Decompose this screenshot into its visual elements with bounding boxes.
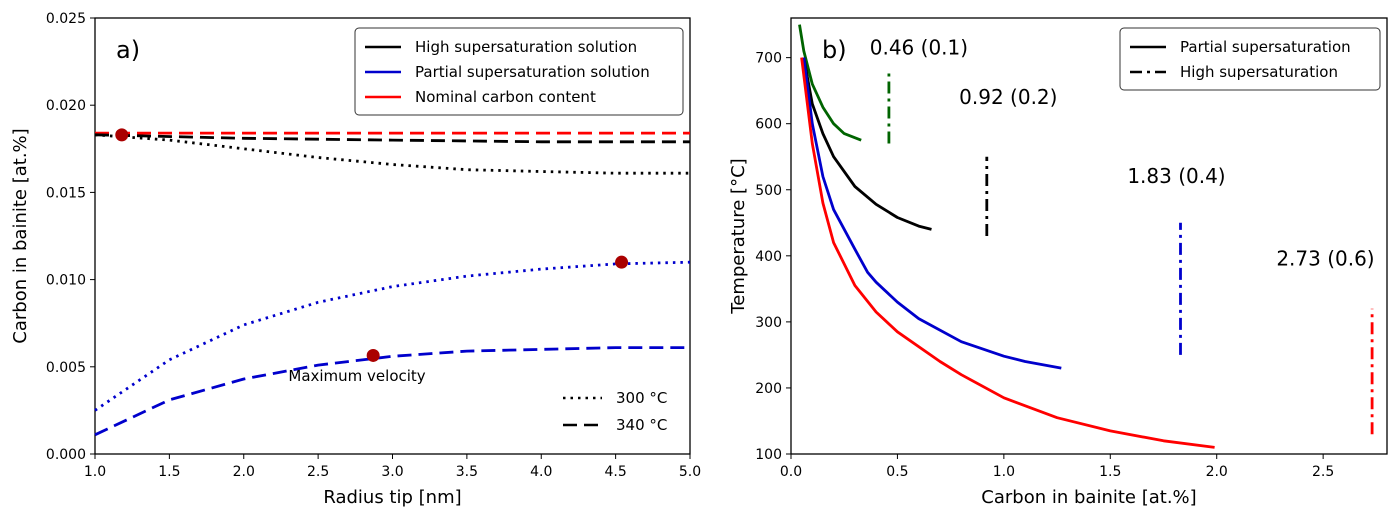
chart-a: 1.0 1.5 2.0 2.5 3.0 3.5 4.0 4.5 5.0 0.000 0.005 0.0… [10,11,701,508]
x-tick-label: 1.0 [993,464,1015,480]
x-tick-label: 2.0 [233,464,255,480]
series-line [800,57,1215,449]
y-tick-label: 0.025 [46,11,86,27]
plot-frame [790,17,1388,455]
y-tick-label: 100 [755,447,782,463]
x-tick-label: 1.5 [158,464,180,480]
y-axis-label: Carbon in bainite [at.%] [10,128,31,343]
y-tick-label: 300 [755,315,782,331]
y-tick-label: 600 [755,117,782,133]
y-tick-label: 0.020 [46,98,86,114]
y-tick-label: 700 [755,51,782,67]
series-line [94,133,690,175]
legend-label: Partial supersaturation [1180,38,1351,56]
series-line [94,346,690,437]
legend-box [354,27,684,116]
chart-b: 0.0 0.5 1.0 1.5 2.0 2.5 100 200 300 400 500 600 700 C… [728,17,1388,508]
legend: High supersaturation solution Partial sup… [354,27,684,116]
series-line [94,260,691,412]
legend-label: High supersaturation [1180,63,1338,81]
annotation: 2.73 (0.6) [1276,247,1374,271]
x-tick-label: 4.5 [604,464,626,480]
y-tick-label: 0.000 [46,447,86,463]
legend: Partial supersaturation High supersaturat… [1119,27,1381,91]
x-tick-label: 0.0 [780,464,802,480]
series-line [94,133,690,144]
annotation: 0.92 (0.2) [959,85,1057,109]
x-tick-label: 3.5 [456,464,478,480]
style-legend-label: 300 °C [616,389,667,407]
x-tick-label: 1.5 [1099,464,1121,480]
x-tick-label: 2.5 [1312,464,1334,480]
y-tick-label: 500 [755,183,782,199]
style-legend: 300 °C 340 °C [563,389,667,434]
y-tick-label: 0.005 [46,360,86,376]
x-tick-label: 4.0 [530,464,552,480]
annotation: 0.46 (0.1) [870,35,968,59]
max-velocity-marker [366,348,380,362]
y-axis-label: Temperature [°C] [728,158,749,314]
legend-label: High supersaturation solution [415,38,637,56]
max-velocity-marker [115,128,129,142]
annotation: Maximum velocity [288,367,425,385]
x-tick-label: 1.0 [84,464,106,480]
style-legend-label: 340 °C [616,416,667,434]
x-tick-label: 2.5 [307,464,329,480]
y-tick-label: 200 [755,381,782,397]
x-tick-label: 3.0 [381,464,403,480]
panel-label: b) [822,36,847,64]
x-tick-label: 5.0 [679,464,701,480]
x-tick-label: 0.5 [886,464,908,480]
legend-box [1119,27,1381,91]
legend-label: Nominal carbon content [415,88,596,106]
series-line [798,24,862,142]
x-axis-label: Radius tip [nm] [323,487,461,508]
series-line [802,57,932,231]
x-tick-label: 2.0 [1206,464,1228,480]
annotation: 1.83 (0.4) [1127,164,1225,188]
legend-label: Partial supersaturation solution [415,63,650,81]
y-tick-label: 0.010 [46,273,86,289]
max-velocity-marker [615,255,629,269]
y-tick-label: 0.015 [46,185,86,201]
panel-label: a) [116,36,140,64]
series-line [802,57,1062,370]
y-tick-label: 400 [755,249,782,265]
x-axis-label: Carbon in bainite [at.%] [981,487,1196,508]
